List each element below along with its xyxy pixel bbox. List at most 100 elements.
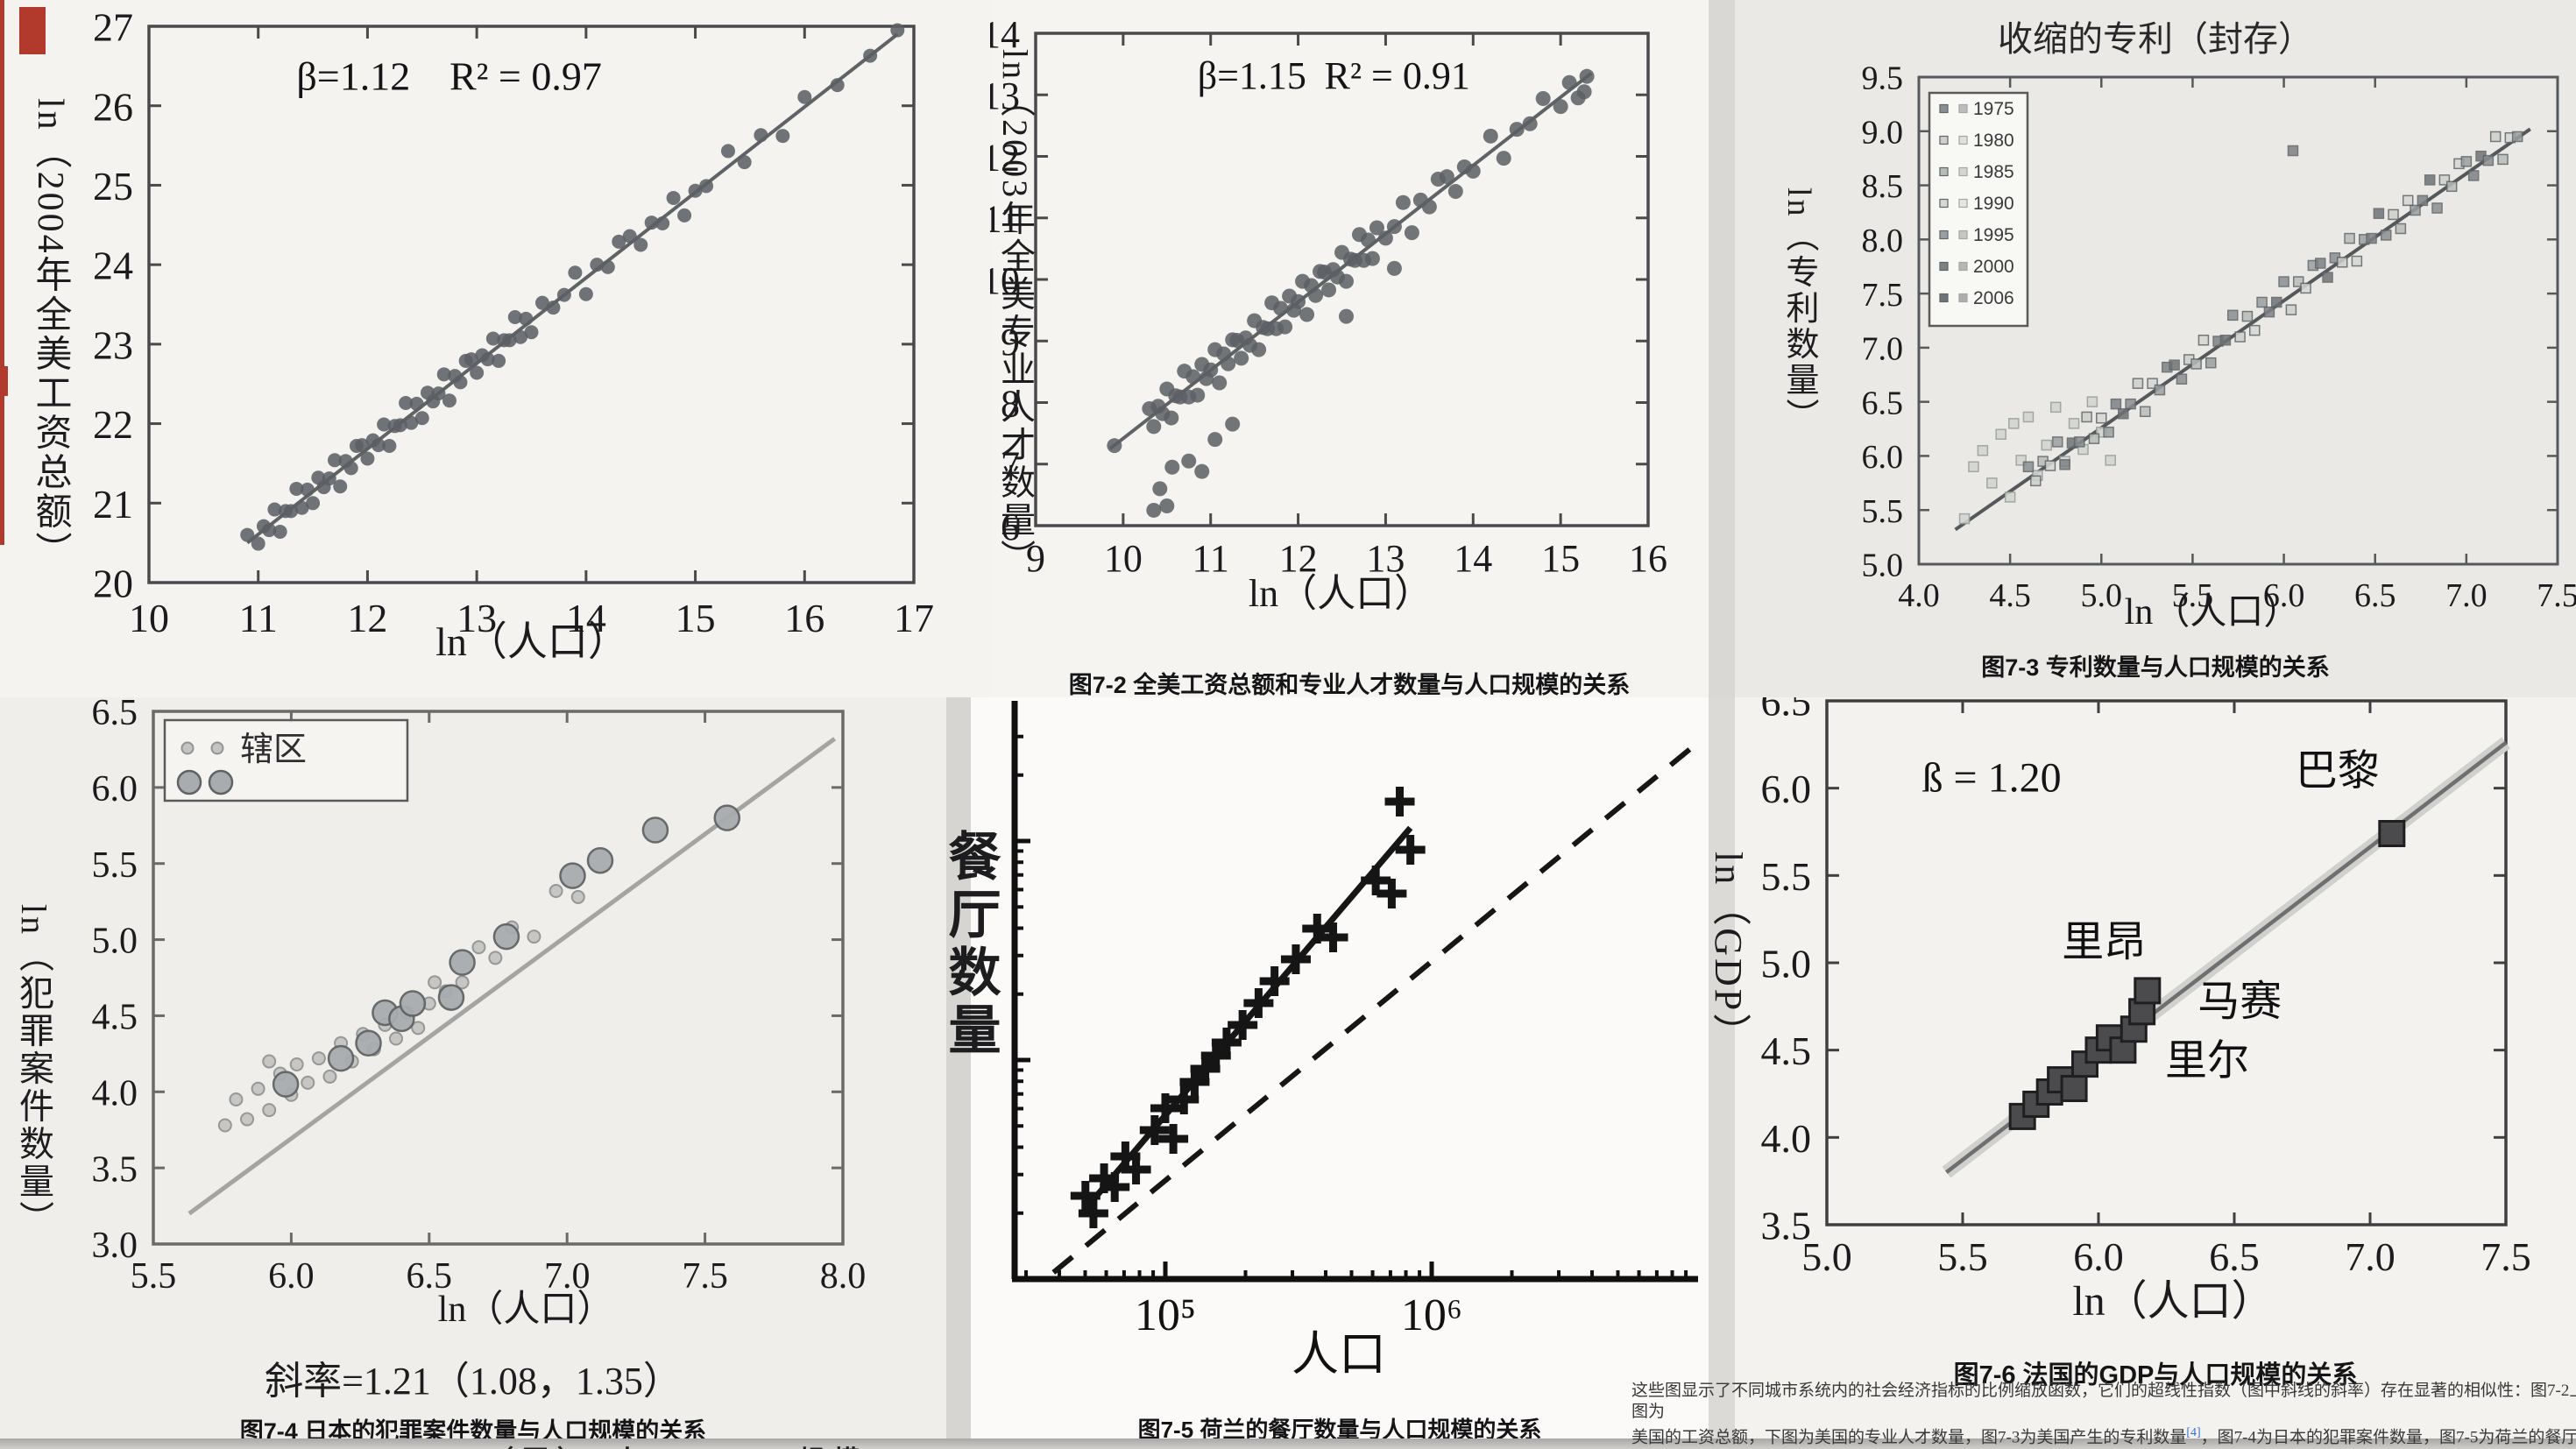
svg-text:8.0: 8.0 (1862, 223, 1904, 259)
svg-text:7.5: 7.5 (1862, 277, 1904, 314)
svg-text:7.0: 7.0 (2345, 1234, 2396, 1279)
svg-text:7.0: 7.0 (1862, 331, 1904, 368)
svg-text:14: 14 (1454, 537, 1492, 580)
svg-text:21: 21 (93, 482, 133, 527)
svg-text:2000: 2000 (1973, 257, 2014, 277)
svg-text:6.0: 6.0 (1761, 767, 1812, 811)
x-axis-label: ln（人口） (1249, 572, 1433, 615)
svg-text:5.5: 5.5 (92, 845, 138, 886)
svg-text:13: 13 (1366, 537, 1405, 580)
beta-annotation: β=1.15 (1198, 54, 1306, 97)
svg-text:5.5: 5.5 (1862, 493, 1904, 530)
beta-annotation: ß = 1.20 (1922, 755, 2062, 802)
reference-line-dashed (1051, 745, 1695, 1275)
para-line2b: ，图7-4为日本的犯罪案件数量，图7-5为荷兰的餐厅 (2200, 1428, 2576, 1447)
svg-text:4.0: 4.0 (1761, 1116, 1812, 1161)
svg-text:1985: 1985 (1973, 162, 2014, 182)
svg-text:7: 7 (1001, 444, 1020, 487)
svg-text:6.0: 6.0 (268, 1256, 315, 1297)
x-axis-label: 人口 (1292, 1328, 1386, 1381)
svg-text:11: 11 (239, 596, 278, 640)
x-axis-label: ln（人口） (2072, 1278, 2273, 1325)
svg-text:5.0: 5.0 (1862, 548, 1904, 584)
panel-fig75-restaurants: 10⁵ 10⁶ 人口 图7-5 荷兰的餐厅数量与人口规模的关系 (971, 697, 1709, 1443)
restaurants-chart-canvas: 10⁵ 10⁶ 人口 (1011, 701, 1698, 1381)
svg-text:4.5: 4.5 (1761, 1028, 1812, 1073)
svg-text:5.5: 5.5 (1761, 854, 1812, 899)
svg-text:5.0: 5.0 (92, 922, 138, 962)
svg-text:12: 12 (990, 136, 1020, 179)
patents-chart-canvas: 4.0 4.5 5.0 5.5 6.0 6.5 7.0 7.5 5.0 5.5 6.0 6.5 7.0 7… (1862, 60, 2576, 633)
patents-chart-title: 收缩的专利（封存） (1998, 19, 2313, 59)
svg-text:1980: 1980 (1973, 131, 2014, 151)
svg-text:14: 14 (566, 596, 606, 640)
beta-annotation: R² = 0.91 (1325, 54, 1470, 97)
red-corner-mark (19, 7, 46, 54)
wages-y-axis-label: ln（2004年全美工资总额） (30, 98, 70, 571)
svg-text:12: 12 (1279, 537, 1318, 580)
figure-description-text: 这些图显示了不同城市系统内的社会经济指标的比例缩放函数，它们的超线性指数（图中斜… (1631, 1381, 2576, 1449)
svg-text:7.5: 7.5 (2537, 577, 2576, 614)
svg-text:3.0: 3.0 (92, 1226, 138, 1266)
svg-text:23: 23 (93, 322, 133, 367)
citation-ref-4[interactable]: [4] (2186, 1426, 2201, 1439)
svg-text:14: 14 (990, 13, 1020, 56)
svg-text:7.5: 7.5 (682, 1256, 728, 1297)
svg-text:6.0: 6.0 (1862, 439, 1904, 476)
fig76-caption: 图7-6 法国的GDP与人口规模的关系 (1953, 1361, 2358, 1389)
svg-text:8.5: 8.5 (1862, 168, 1904, 205)
svg-text:8.0: 8.0 (820, 1256, 867, 1297)
panel-fig72-wages: 10 11 12 13 14 15 16 17 20 21 22 23 24 25 26 27 β=1.12 R²… (0, 0, 990, 697)
fig72-caption: 图7-2 全美工资总额和专业人才数量与人口规模的关系 (1068, 672, 1631, 698)
red-edge-mark (0, 0, 4, 545)
red-edge-tick (0, 366, 8, 396)
beta-annotation: β=1.12 (296, 54, 410, 99)
axis-ticks (1034, 32, 1650, 527)
para-line2a: 美国的工资总额，下图为美国的专业人才数量，图7-3为美国产生的专利数量 (1631, 1428, 2187, 1447)
svg-text:6.5: 6.5 (1862, 385, 1904, 421)
legend-jurisdiction: 辖区 (163, 718, 409, 802)
axis-tick-labels: 5.0 5.5 6.0 6.5 7.0 7.5 3.5 4.0 4.5 5.0 5.5 6.0 6.5 (1761, 697, 2531, 1279)
svg-text:5.5: 5.5 (1937, 1234, 1988, 1279)
svg-text:5.0: 5.0 (1801, 1234, 1852, 1279)
svg-text:6: 6 (1001, 505, 1020, 548)
svg-text:3.5: 3.5 (92, 1149, 138, 1190)
svg-text:6.0: 6.0 (2073, 1234, 2124, 1279)
svg-text:6.5: 6.5 (2354, 577, 2396, 614)
gdp-y-axis-label: ln（GDP） (1707, 852, 1750, 1055)
svg-text:2006: 2006 (1973, 288, 2014, 308)
fig73-caption: 图7-3 专利数量与人口规模的关系 (1981, 654, 2330, 681)
svg-text:6.0: 6.0 (92, 769, 138, 809)
axis-tick-labels: 9 10 11 12 13 14 15 16 6 7 8 9 10 11 12 13 14 (990, 13, 1667, 580)
svg-text:1995: 1995 (1973, 225, 2014, 245)
svg-text:6.5: 6.5 (2209, 1234, 2260, 1279)
svg-text:6.5: 6.5 (407, 1256, 453, 1297)
legend-label: 辖区 (240, 732, 307, 768)
svg-text:22: 22 (93, 402, 133, 447)
panel-divider (1709, 697, 1735, 1438)
gdp-chart-canvas: 5.0 5.5 6.0 6.5 7.0 7.5 3.5 4.0 4.5 5.0 5.5 6.0 6.5 ß… (1761, 697, 2531, 1325)
beta-annotation: R² = 0.97 (449, 54, 602, 99)
professionals-chart-canvas: 9 10 11 12 13 14 15 16 6 7 8 9 10 11 12 13 14 β=1.15 R² = … (990, 13, 1667, 615)
axis-ticks (147, 25, 916, 584)
svg-text:27: 27 (93, 5, 133, 50)
city-label: 巴黎 (2296, 748, 2380, 795)
trend-line (1954, 127, 2531, 532)
svg-text:26: 26 (93, 84, 133, 129)
svg-text:4.5: 4.5 (92, 998, 138, 1038)
axis-ticks (152, 710, 845, 1246)
city-label: 里昂 (2062, 919, 2146, 965)
data-points (2008, 819, 2406, 1130)
svg-text:5.5: 5.5 (2172, 577, 2214, 614)
svg-text:20: 20 (93, 562, 133, 606)
svg-text:6.0: 6.0 (2263, 577, 2305, 614)
svg-text:25: 25 (93, 164, 133, 209)
trend-line (1083, 825, 1413, 1212)
data-points (1070, 787, 1426, 1228)
professionals-y-axis-label: ln（2003年全美专业人才数量） (995, 49, 1035, 577)
svg-text:15: 15 (676, 596, 716, 640)
svg-text:10: 10 (129, 596, 169, 640)
axis-tick-labels: 10 11 12 13 14 15 16 17 20 21 22 23 24 25 26 27 (93, 5, 934, 640)
x-axis-label: ln（人口） (2125, 592, 2301, 633)
